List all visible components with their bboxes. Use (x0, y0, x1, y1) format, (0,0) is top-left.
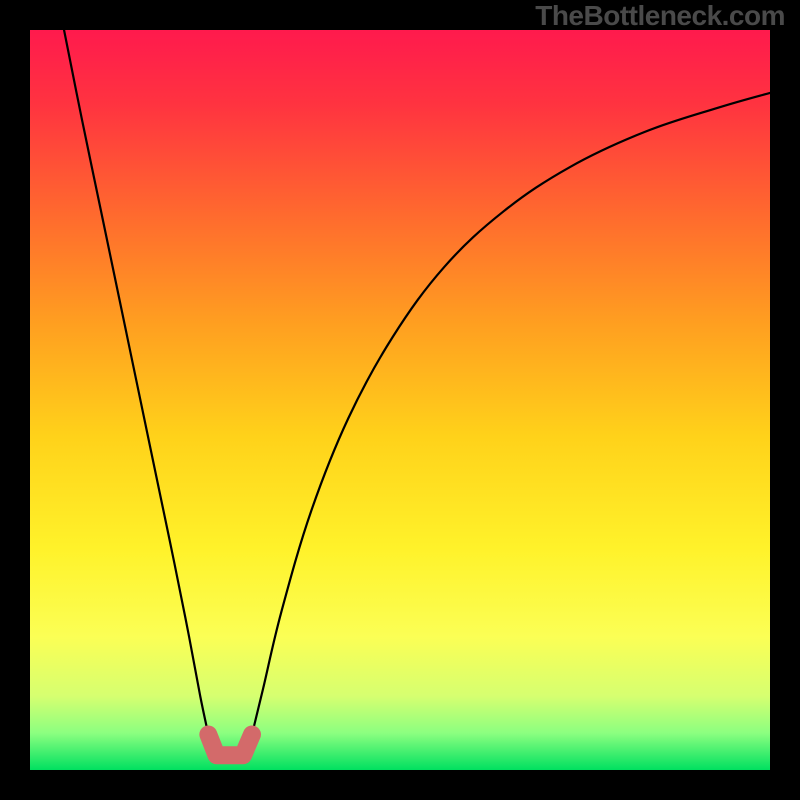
bottleneck-chart (0, 0, 800, 800)
watermark-text: TheBottleneck.com (535, 0, 785, 32)
chart-container: TheBottleneck.com (0, 0, 800, 800)
